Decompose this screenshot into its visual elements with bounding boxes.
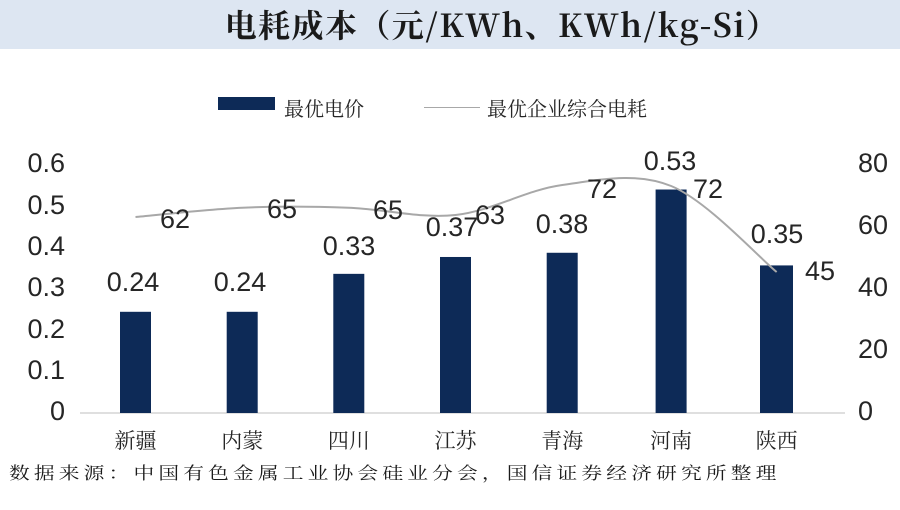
svg-text:0.53: 0.53	[644, 146, 697, 176]
svg-text:0.1: 0.1	[27, 355, 65, 385]
svg-text:内蒙: 内蒙	[221, 425, 263, 455]
svg-text:0.33: 0.33	[323, 231, 376, 261]
svg-text:0.38: 0.38	[536, 209, 589, 239]
svg-text:0.5: 0.5	[27, 190, 65, 220]
svg-text:80: 80	[858, 148, 888, 178]
svg-text:0.37: 0.37	[426, 212, 479, 242]
svg-text:河南: 河南	[650, 425, 692, 455]
svg-text:0.6: 0.6	[27, 148, 65, 178]
svg-text:0.24: 0.24	[214, 267, 267, 297]
svg-text:0.35: 0.35	[751, 219, 804, 249]
svg-text:20: 20	[858, 334, 888, 364]
svg-text:72: 72	[693, 174, 723, 204]
svg-text:青海: 青海	[541, 425, 583, 455]
svg-text:0: 0	[50, 396, 65, 426]
svg-text:0.3: 0.3	[27, 272, 65, 302]
svg-text:四川: 四川	[328, 425, 370, 455]
svg-text:65: 65	[267, 194, 297, 224]
svg-text:0.24: 0.24	[107, 267, 160, 297]
svg-text:0.4: 0.4	[27, 231, 65, 261]
svg-text:72: 72	[587, 174, 617, 204]
svg-text:63: 63	[475, 200, 505, 230]
svg-text:65: 65	[373, 195, 403, 225]
svg-text:45: 45	[805, 256, 835, 286]
svg-text:江苏: 江苏	[435, 425, 478, 455]
svg-text:0: 0	[858, 396, 873, 426]
svg-text:40: 40	[858, 272, 888, 302]
svg-text:新疆: 新疆	[115, 425, 157, 455]
svg-text:62: 62	[160, 204, 190, 234]
svg-text:0.2: 0.2	[27, 314, 65, 344]
svg-text:60: 60	[858, 210, 888, 240]
svg-text:陕西: 陕西	[756, 425, 798, 455]
